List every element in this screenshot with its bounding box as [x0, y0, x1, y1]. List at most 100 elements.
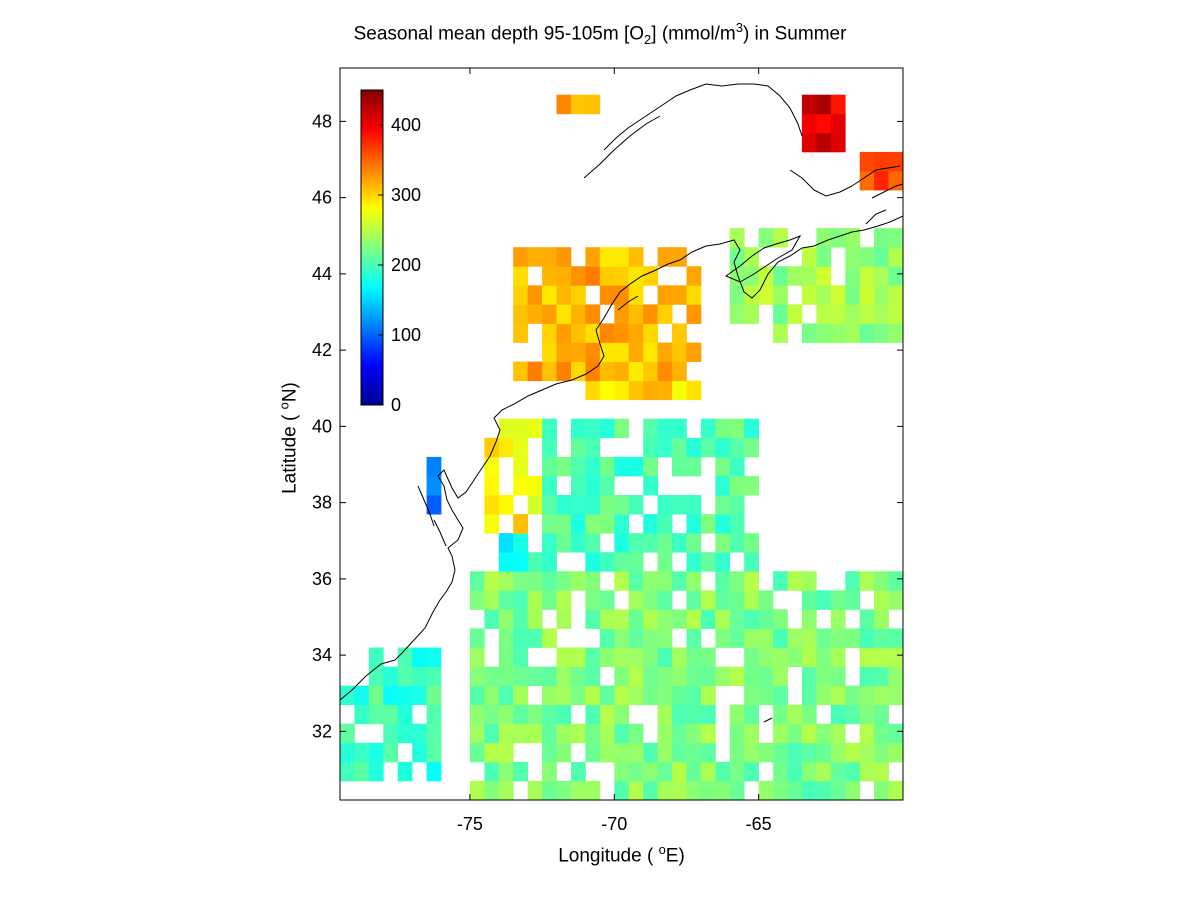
grid-cell — [628, 742, 644, 763]
grid-cell — [816, 266, 832, 286]
grid-cell — [513, 266, 528, 286]
grid-cell — [556, 704, 572, 725]
grid-cell — [513, 323, 528, 343]
grid-cell — [744, 304, 759, 324]
grid-cell — [571, 323, 586, 343]
grid-cell — [614, 361, 630, 382]
grid-cell — [816, 132, 832, 153]
grid-cell — [657, 418, 673, 439]
grid-cell — [542, 437, 557, 458]
grid-cell — [628, 495, 644, 515]
grid-cell — [830, 742, 846, 763]
grid-cell — [527, 495, 543, 515]
grid-cell — [614, 342, 630, 362]
grid-cell — [888, 228, 903, 248]
y-tick-label: 44 — [312, 264, 332, 284]
grid-cell — [469, 628, 485, 648]
grid-cell — [354, 704, 370, 725]
grid-cell — [498, 495, 514, 515]
grid-cell — [556, 780, 572, 800]
grid-cell — [672, 571, 687, 591]
grid-cell — [845, 590, 861, 610]
grid-cell — [397, 647, 413, 667]
grid-cell — [628, 361, 644, 382]
grid-cell — [859, 323, 875, 343]
grid-cell — [599, 590, 615, 610]
grid-cell — [672, 285, 687, 305]
grid-cell — [498, 628, 514, 648]
grid-cell — [758, 780, 774, 800]
grid-cell — [571, 342, 586, 362]
grid-cell — [498, 609, 514, 629]
grid-cell — [599, 723, 615, 744]
grid-cell — [368, 685, 384, 706]
grid-cell — [469, 685, 485, 706]
grid-cell — [700, 685, 716, 706]
grid-cell — [643, 761, 658, 782]
grid-cell — [729, 437, 745, 458]
grid-cell — [599, 742, 615, 763]
grid-cell — [542, 742, 557, 763]
grid-cell — [527, 418, 543, 439]
grid-cell — [556, 285, 572, 305]
grid-cell — [513, 418, 528, 439]
grid-cell — [758, 266, 774, 286]
grid-cell — [628, 323, 644, 343]
grid-cell — [657, 666, 673, 687]
grid-cell — [657, 437, 673, 458]
grid-cell — [498, 533, 514, 553]
grid-cell — [729, 723, 745, 744]
grid-cell — [527, 571, 543, 591]
grid-cell — [744, 609, 759, 629]
grid-cell — [426, 647, 442, 667]
grid-cell — [773, 647, 788, 667]
grid-cell — [585, 723, 601, 744]
grid-cell — [498, 571, 514, 591]
grid-cell — [816, 780, 832, 800]
grid-cell — [830, 113, 846, 134]
grid-cell — [686, 342, 702, 362]
grid-cell — [874, 723, 889, 744]
grid-cell — [744, 647, 759, 667]
grid-cell — [571, 723, 586, 744]
grid-cell — [657, 304, 673, 324]
grid-cell — [426, 456, 442, 477]
grid-cell — [571, 361, 586, 382]
grid-cell — [801, 704, 817, 725]
grid-cell — [657, 742, 673, 763]
grid-cell — [715, 628, 731, 648]
grid-cell — [628, 380, 644, 401]
grid-cell — [758, 285, 774, 305]
grid-cell — [383, 685, 399, 706]
grid-cell — [643, 342, 658, 362]
grid-cell — [469, 647, 485, 667]
grid-cell — [801, 571, 817, 591]
grid-cell — [585, 780, 601, 800]
grid-cell — [686, 704, 702, 725]
grid-cell — [614, 666, 630, 687]
grid-cell — [571, 285, 586, 305]
grid-cell — [686, 285, 702, 305]
grid-cell — [816, 761, 832, 782]
grid-cell — [397, 704, 413, 725]
grid-cell — [556, 342, 572, 362]
grid-cell — [874, 151, 889, 172]
grid-cell — [527, 475, 543, 496]
grid-cell — [585, 647, 601, 667]
grid-cell — [599, 418, 615, 439]
grid-cell — [874, 742, 889, 763]
grid-cell — [729, 495, 745, 515]
grid-cell — [744, 666, 759, 687]
grid-cell — [571, 418, 586, 439]
grid-cell — [758, 590, 774, 610]
grid-cell — [614, 418, 630, 439]
grid-cell — [657, 380, 673, 401]
grid-cell — [571, 514, 586, 534]
grid-cell — [556, 247, 572, 267]
grid-cell — [744, 285, 759, 305]
grid-cell — [672, 380, 687, 401]
grid-cell — [643, 380, 658, 401]
grid-cell — [412, 723, 427, 744]
grid-cell — [830, 132, 846, 153]
colorbar-tick-label: 0 — [391, 395, 401, 415]
